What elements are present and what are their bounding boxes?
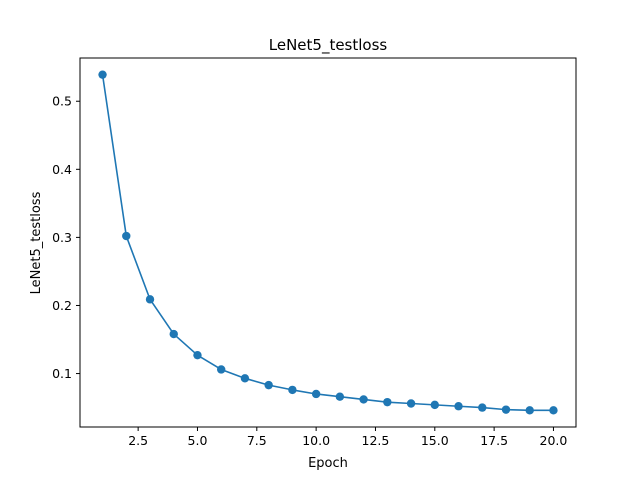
x-tick-label: 5.0 (188, 433, 208, 448)
data-point (264, 380, 273, 390)
x-tick-label: 7.5 (247, 433, 267, 448)
y-axis: 0.1 0.2 0.3 0.4 0.5 (52, 94, 80, 381)
chart-title: LeNet5_testloss (269, 36, 388, 55)
data-point (145, 295, 155, 304)
y-tick-label: 0.4 (52, 162, 72, 177)
data-point (240, 374, 250, 383)
data-point (478, 403, 487, 412)
data-point (217, 365, 226, 374)
y-tick-label: 0.2 (52, 298, 72, 313)
x-axis-label: Epoch (308, 456, 348, 471)
data-point (406, 399, 416, 408)
y-axis-label: LeNet5_testloss (29, 191, 44, 294)
plot-area (98, 70, 558, 415)
data-point (501, 405, 511, 414)
x-tick-label: 2.5 (128, 433, 148, 448)
x-axis: 2.5 5.0 7.5 10.0 12.5 15.0 17.5 20.0 (128, 427, 567, 448)
data-point (122, 231, 131, 241)
x-tick-label: 12.5 (362, 433, 390, 448)
data-point (549, 406, 558, 415)
y-tick-label: 0.3 (52, 230, 72, 245)
data-point (430, 400, 439, 410)
data-point (169, 329, 178, 339)
x-tick-label: 20.0 (540, 433, 568, 448)
axes-frame (79, 57, 577, 428)
data-point (193, 350, 202, 360)
x-tick-label: 10.0 (302, 433, 330, 448)
data-point (525, 406, 534, 415)
x-tick-label: 17.5 (480, 433, 508, 448)
data-point (383, 397, 392, 407)
data-point (288, 385, 297, 395)
data-point (335, 392, 345, 401)
y-tick-label: 0.5 (52, 94, 72, 109)
x-tick-label: 15.0 (421, 433, 449, 448)
data-point (311, 389, 321, 399)
data-point (454, 402, 463, 411)
y-tick-label: 0.1 (52, 366, 72, 381)
data-point (359, 395, 368, 404)
data-point (98, 70, 107, 79)
